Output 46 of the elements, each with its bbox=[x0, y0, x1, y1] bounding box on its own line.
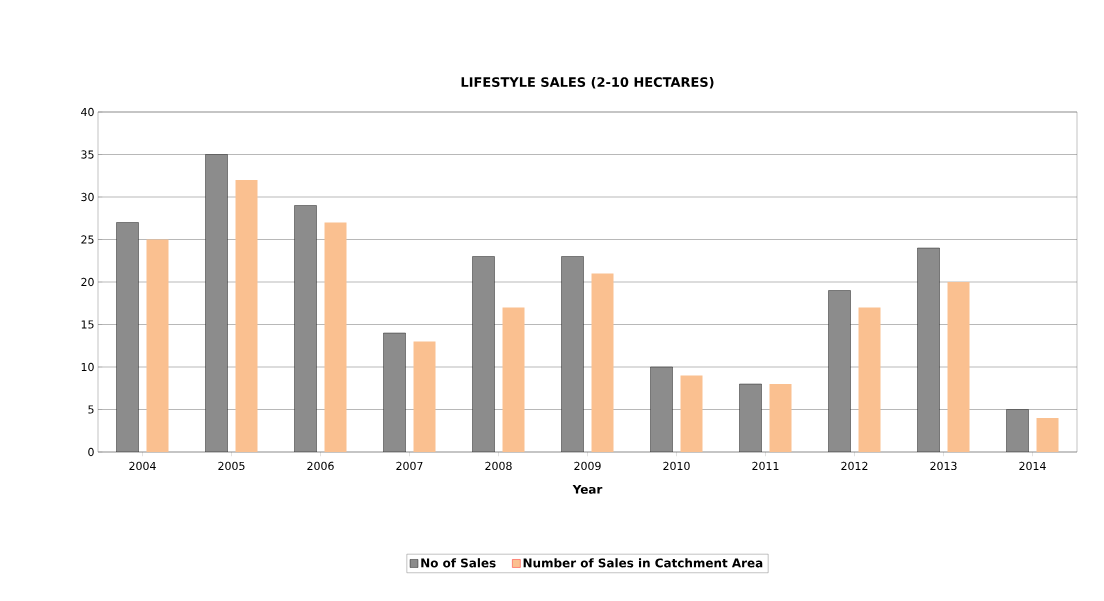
bar bbox=[591, 273, 614, 452]
x-axis-title: Year bbox=[572, 484, 603, 494]
bar bbox=[472, 256, 495, 452]
bar bbox=[413, 341, 436, 452]
bar bbox=[680, 375, 703, 452]
bar bbox=[146, 239, 169, 452]
legend-label: Number of Sales in Catchment Area bbox=[523, 558, 763, 568]
x-tick-label: 2011 bbox=[752, 461, 779, 471]
y-tick-label: 25 bbox=[81, 235, 94, 244]
x-tick-label: 2009 bbox=[574, 461, 601, 471]
bar bbox=[1036, 418, 1059, 452]
bar bbox=[917, 247, 940, 452]
x-tick-label: 2004 bbox=[129, 461, 156, 471]
bar bbox=[739, 383, 762, 452]
bar bbox=[1006, 409, 1029, 452]
bar bbox=[502, 307, 525, 452]
y-tick-label: 20 bbox=[81, 277, 94, 287]
x-tick-label: 2008 bbox=[485, 461, 512, 471]
x-tick-label: 2014 bbox=[1019, 461, 1046, 471]
chart-title: LIFESTYLE SALES (2-10 HECTARES) bbox=[461, 76, 714, 89]
y-tick-label: 35 bbox=[81, 150, 94, 159]
x-tick-label: 2010 bbox=[663, 461, 690, 471]
bar bbox=[116, 222, 139, 452]
legend-label: No of Sales bbox=[421, 558, 496, 568]
bar bbox=[383, 332, 406, 452]
x-tick-label: 2005 bbox=[218, 461, 245, 471]
x-tick-label: 2012 bbox=[841, 461, 868, 471]
y-tick-label: 40 bbox=[81, 107, 94, 117]
bar bbox=[828, 290, 851, 452]
bar bbox=[205, 154, 228, 452]
bar bbox=[294, 205, 317, 452]
x-tick-label: 2007 bbox=[396, 461, 423, 471]
bar bbox=[947, 282, 970, 452]
bar bbox=[650, 366, 673, 452]
x-tick-label: 2013 bbox=[930, 461, 957, 471]
y-tick-label: 10 bbox=[81, 362, 94, 372]
bar bbox=[235, 180, 258, 452]
y-tick-label: 30 bbox=[81, 192, 94, 202]
bar bbox=[561, 256, 584, 452]
y-tick-label: 5 bbox=[88, 405, 94, 414]
x-tick-label: 2006 bbox=[307, 461, 334, 471]
y-tick-label: 15 bbox=[81, 320, 94, 329]
bar bbox=[324, 222, 347, 452]
y-tick-label: 0 bbox=[88, 447, 94, 457]
bar bbox=[769, 384, 792, 452]
bar bbox=[858, 307, 881, 452]
